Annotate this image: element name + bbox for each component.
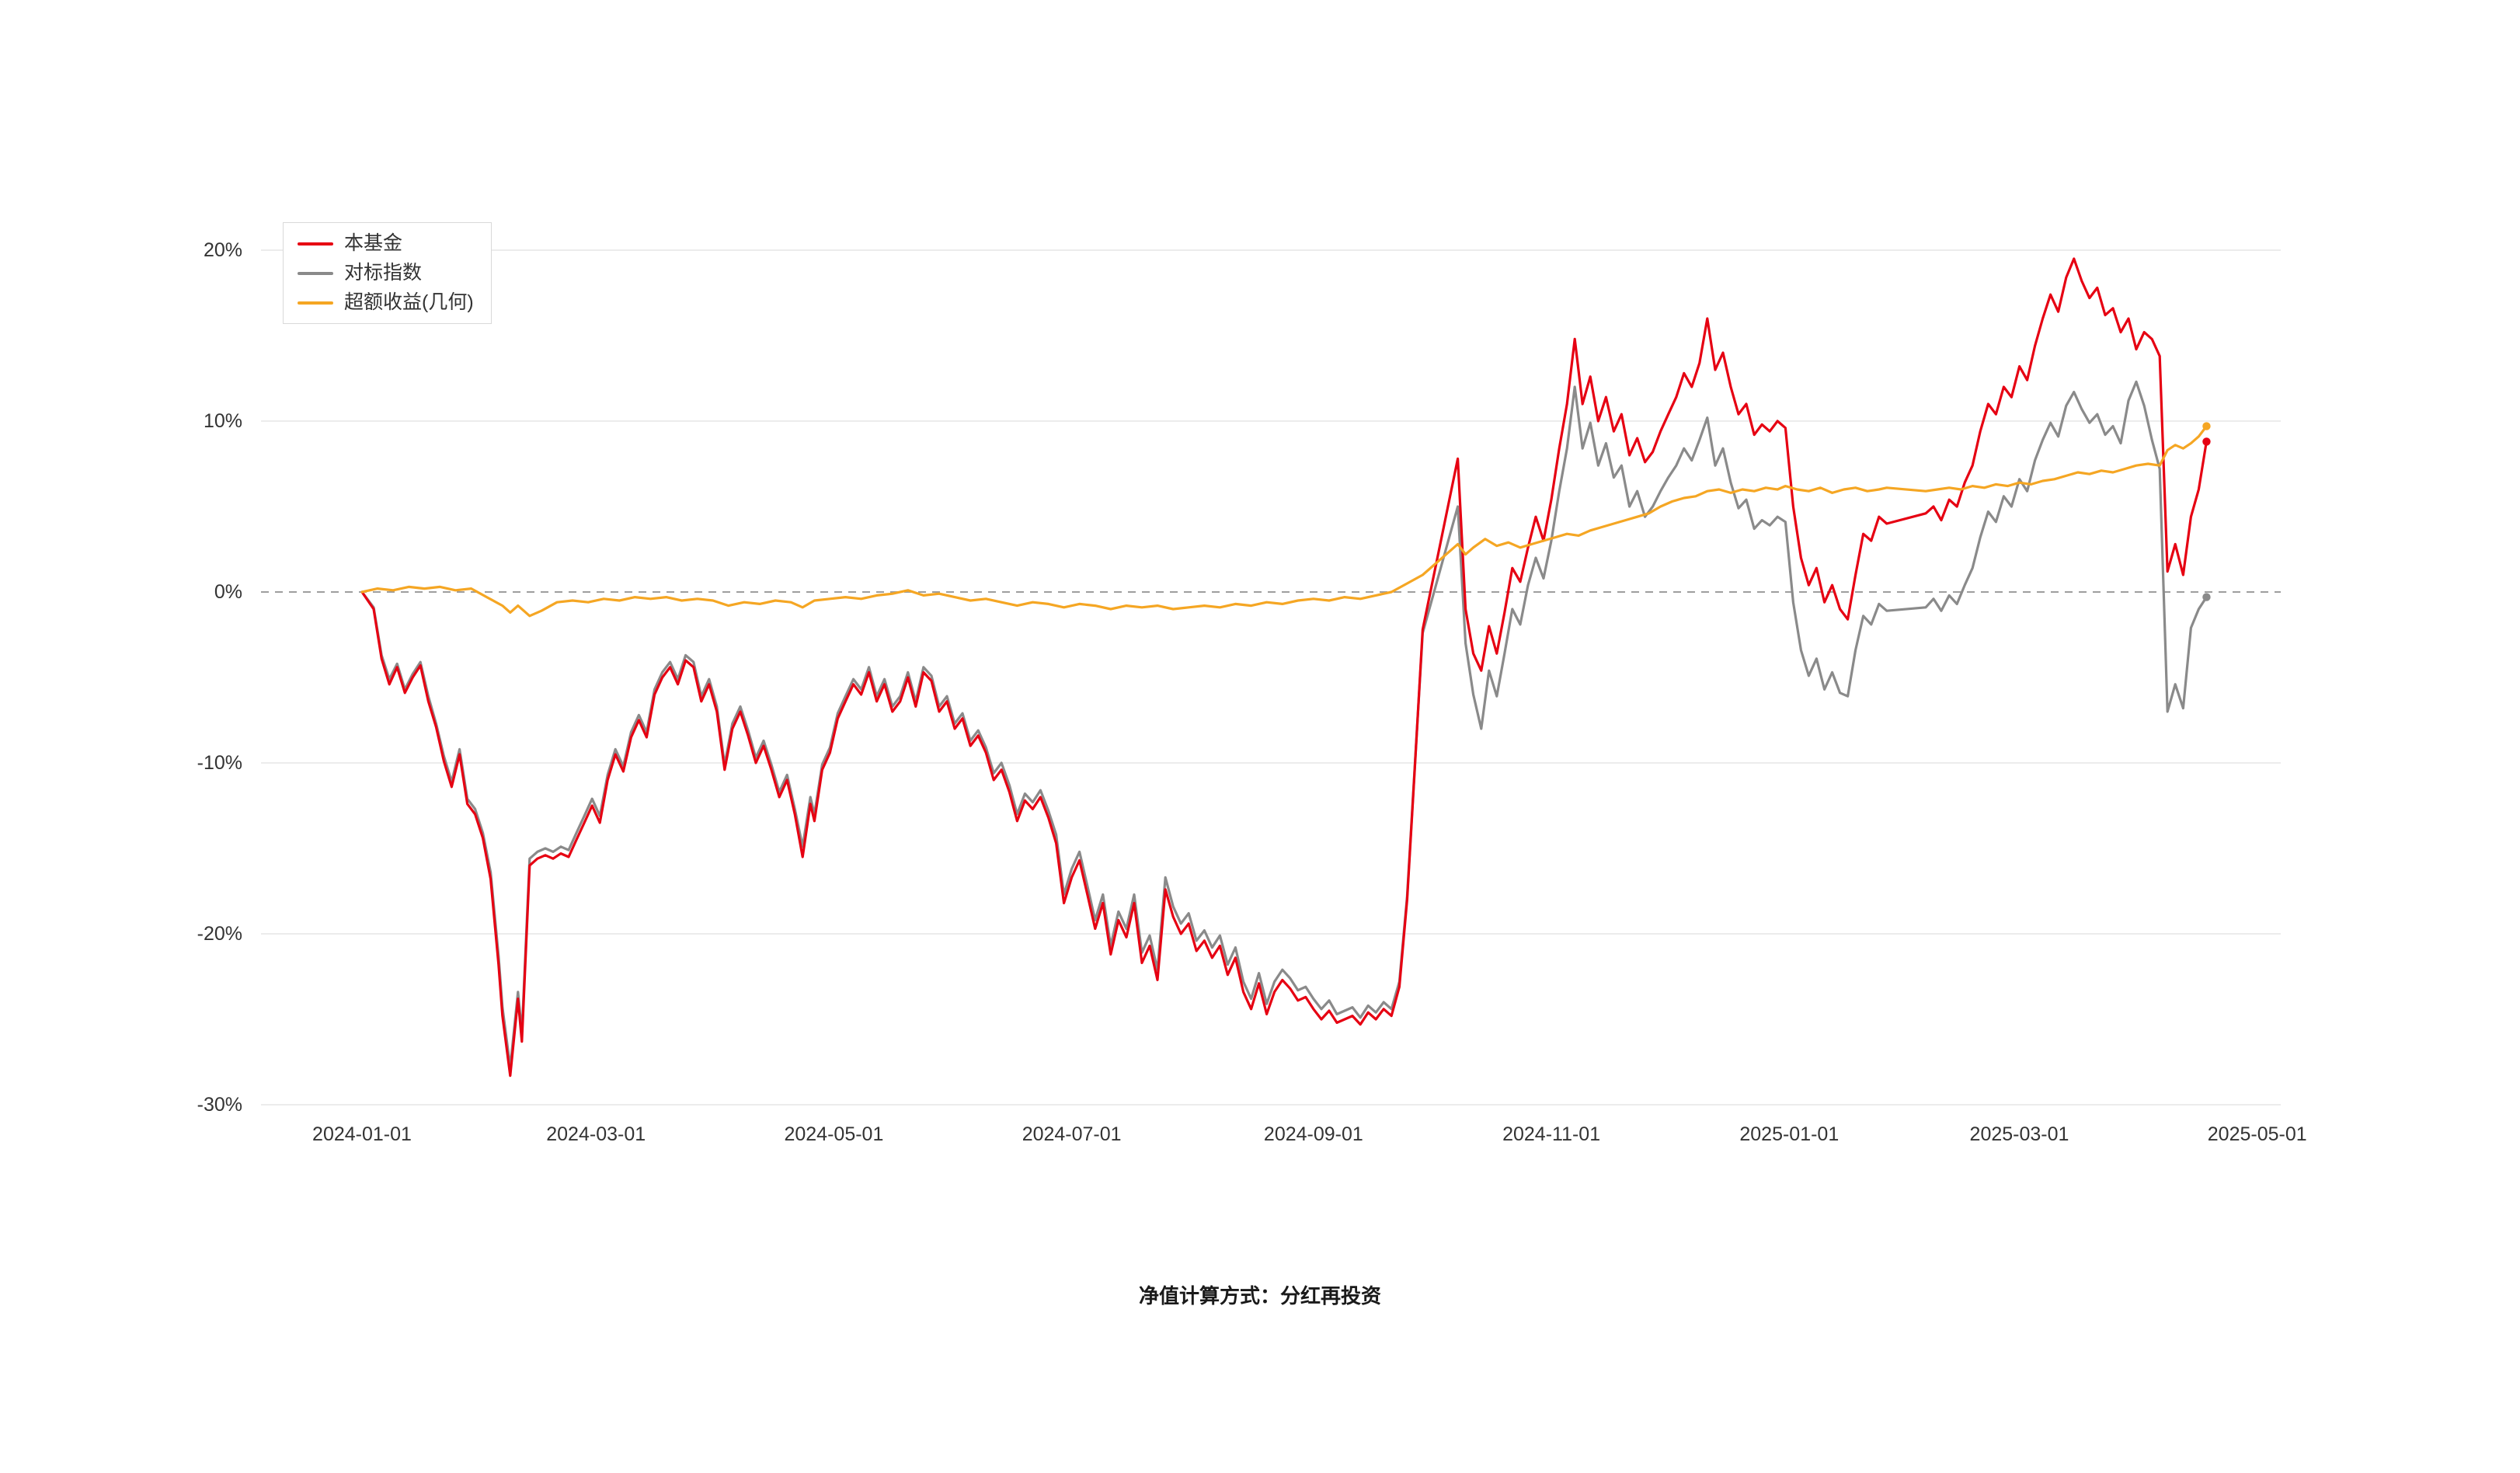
y-tick-label: 10% [204, 410, 242, 432]
x-tick-label: 2024-09-01 [1264, 1123, 1363, 1145]
series-lines [360, 257, 2211, 1078]
y-tick-label: 0% [214, 581, 242, 603]
nav-calculation-note: 净值计算方式：分红再投资 [1138, 1284, 1381, 1308]
x-tick-label: 2024-11-01 [1502, 1123, 1600, 1145]
legend-line-swatch [298, 271, 333, 275]
x-tick-label: 2024-05-01 [784, 1123, 883, 1145]
legend-label: 本基金 [344, 232, 403, 254]
y-tick-label: -30% [197, 1094, 242, 1116]
x-tick-label: 2025-05-01 [2208, 1123, 2307, 1145]
axis-labels: 20% 10% 0% -10% -20% -30% 2024-01-01 2024-03-01… [197, 239, 2307, 1145]
y-tick-label: -10% [197, 752, 242, 774]
legend-label: 超额收益(几何) [344, 291, 474, 313]
legend-item-2: 超额收益(几何) [298, 293, 474, 312]
y-tick-label: -20% [197, 923, 242, 945]
x-tick-label: 2024-01-01 [312, 1123, 412, 1145]
series-line-this-fund [360, 257, 2208, 1078]
x-tick-label: 2024-07-01 [1022, 1123, 1122, 1145]
series-endpoint-excess-return-geometric [2202, 422, 2211, 430]
legend-line-swatch [298, 301, 333, 305]
y-tick-label: 20% [204, 239, 242, 261]
series-line-excess-return-geometric [360, 424, 2208, 618]
series-endpoint-benchmark-index [2202, 593, 2211, 601]
gridlines [261, 249, 2281, 1106]
series-line-benchmark-index [360, 380, 2208, 1069]
legend-line-swatch [298, 242, 333, 246]
legend-label: 对标指数 [344, 262, 423, 284]
x-tick-label: 2025-03-01 [1970, 1123, 2069, 1145]
legend-item-1: 对标指数 [298, 263, 474, 283]
chart-legend: 本基金对标指数超额收益(几何) [283, 222, 492, 324]
legend-item-0: 本基金 [298, 234, 474, 253]
x-tick-label: 2025-01-01 [1739, 1123, 1839, 1145]
series-endpoint-this-fund [2202, 437, 2211, 446]
x-tick-label: 2024-03-01 [546, 1123, 646, 1145]
